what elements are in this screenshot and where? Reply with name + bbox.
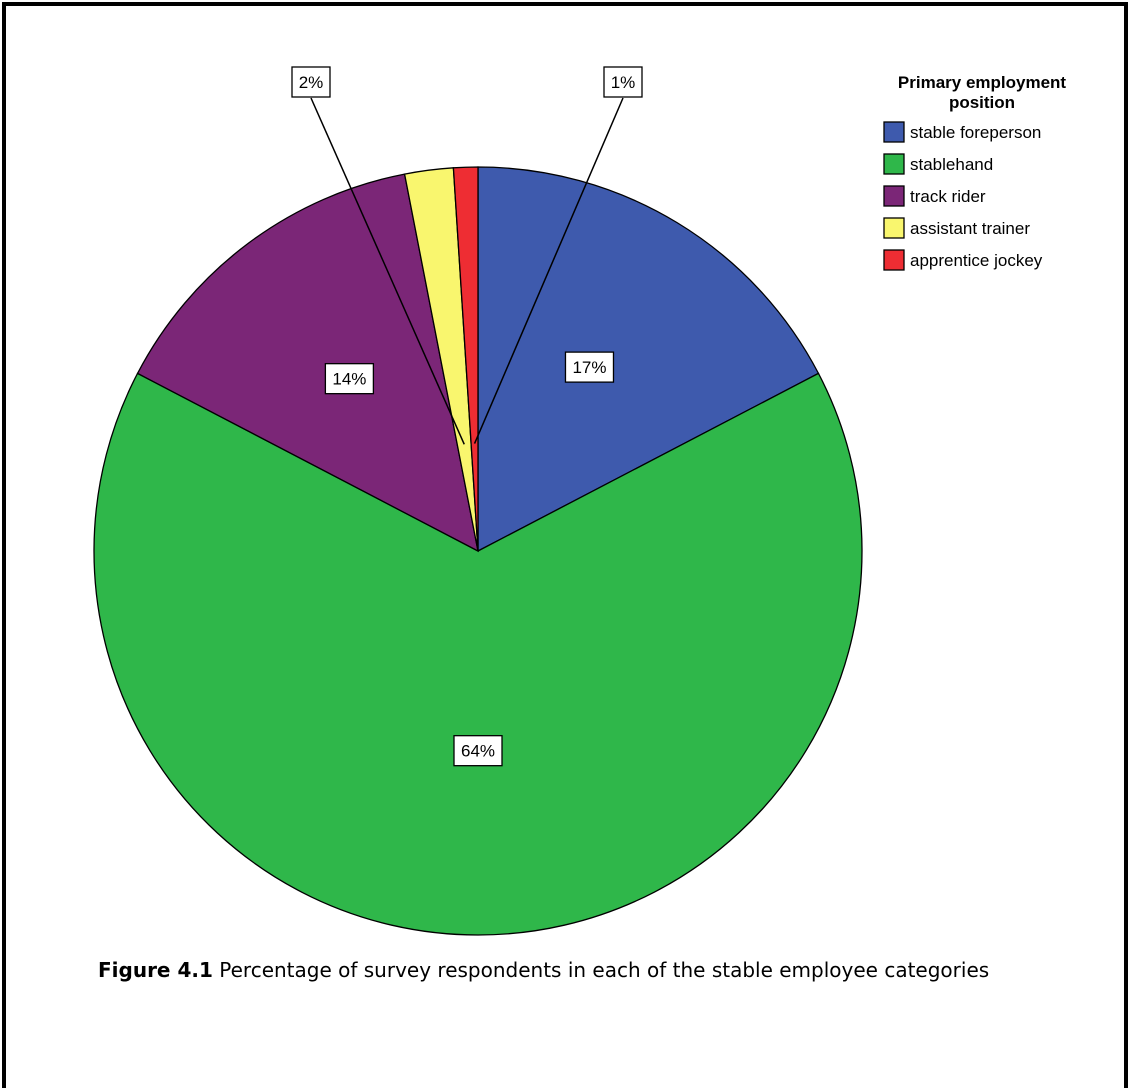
legend-swatch-stablehand bbox=[883, 153, 905, 175]
legend-title-line-1: Primary employment bbox=[898, 73, 1067, 92]
slice-label-stablehand: 64% bbox=[461, 742, 495, 761]
legend-swatch-apprentice-jockey bbox=[883, 249, 905, 271]
legend-swatch-assistant-trainer bbox=[883, 217, 905, 239]
slice-label-stable-foreperson: 17% bbox=[572, 358, 606, 377]
slice-label-assistant-trainer: 2% bbox=[299, 73, 324, 92]
pie-slice-apprentice-jockey bbox=[452, 166, 479, 552]
figure-caption: Figure 4.1 Percentage of survey responde… bbox=[98, 956, 1058, 985]
slice-label-track-rider: 14% bbox=[332, 370, 366, 389]
pie-slice-stablehand bbox=[93, 372, 863, 936]
slice-label-box-stable-foreperson bbox=[564, 351, 615, 383]
slice-label-apprentice-jockey: 1% bbox=[611, 73, 636, 92]
legend-swatch-track-rider bbox=[883, 185, 905, 207]
slice-label-box-apprentice-jockey bbox=[603, 66, 643, 98]
figure-caption-text: Percentage of survey respondents in each… bbox=[212, 958, 990, 982]
legend-label-assistant-trainer: assistant trainer bbox=[910, 219, 1030, 238]
legend-label-apprentice-jockey: apprentice jockey bbox=[910, 251, 1043, 270]
pie-chart: 17% 64% 14% 2% 1% Primary employment positio… bbox=[93, 66, 1067, 936]
legend: Primary employment position stable forep… bbox=[883, 73, 1067, 271]
pie-slices bbox=[93, 166, 863, 936]
legend-label-track-rider: track rider bbox=[910, 187, 986, 206]
slice-labels: 17% 64% 14% 2% 1% bbox=[291, 66, 643, 767]
pie-slice-stable-foreperson bbox=[477, 166, 820, 553]
slice-label-box-assistant-trainer bbox=[291, 66, 331, 98]
legend-title-line-2: position bbox=[949, 93, 1015, 112]
legend-swatch-stable-foreperson bbox=[883, 121, 905, 143]
slice-label-box-track-rider bbox=[324, 363, 375, 395]
leader-line-assistant-trainer bbox=[310, 97, 465, 445]
legend-label-stablehand: stablehand bbox=[910, 155, 993, 174]
legend-label-stable-foreperson: stable foreperson bbox=[910, 123, 1041, 142]
pie-slice-track-rider bbox=[136, 173, 479, 553]
legend-items: stable foreperson stablehand track rider as… bbox=[883, 121, 1043, 271]
figure-caption-label: Figure 4.1 bbox=[98, 958, 213, 982]
label-leader-lines bbox=[310, 97, 624, 445]
leader-line-apprentice-jockey bbox=[473, 97, 624, 444]
slice-label-box-stablehand bbox=[453, 735, 503, 767]
